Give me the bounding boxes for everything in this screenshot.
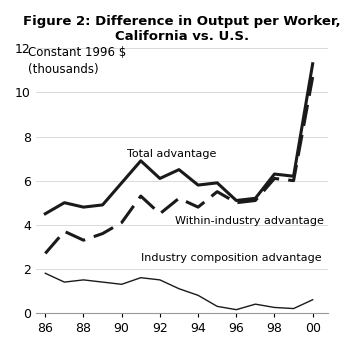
Text: Within-industry advantage: Within-industry advantage [175,216,324,226]
Text: Constant 1996 $: Constant 1996 $ [28,46,126,58]
Text: (thousands): (thousands) [28,63,99,76]
Text: Total advantage: Total advantage [127,149,217,160]
Title: Figure 2: Difference in Output per Worker,
California vs. U.S.: Figure 2: Difference in Output per Worke… [23,15,341,43]
Text: Industry composition advantage: Industry composition advantage [141,253,321,263]
